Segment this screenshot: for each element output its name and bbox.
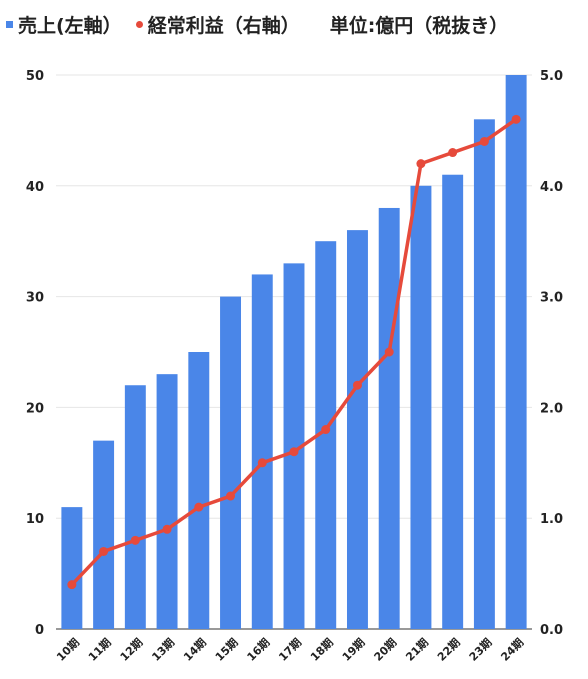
- y-left-tick: 50: [26, 69, 44, 84]
- point-10期: [67, 580, 77, 590]
- legend-bar-swatch: [6, 20, 13, 28]
- right-axis: 0.0 1.0 2.0 3.0 4.0 5.0: [540, 69, 563, 638]
- bar-20期: [378, 207, 400, 629]
- point-24期: [511, 114, 521, 124]
- legend-item-profit: 経常利益（右軸）: [135, 11, 300, 38]
- x-tick-label: 18期: [307, 635, 336, 664]
- point-18期: [321, 425, 331, 435]
- bar-12期: [124, 385, 146, 629]
- x-tick-label: 19期: [339, 635, 368, 664]
- bar-24期: [505, 75, 527, 629]
- y-left-tick: 20: [26, 401, 44, 416]
- x-tick-label: 11期: [85, 635, 114, 664]
- bar-18期: [315, 241, 337, 629]
- bar-14期: [188, 352, 210, 629]
- bar-21期: [410, 185, 432, 630]
- bar-17期: [283, 263, 305, 629]
- point-19期: [352, 380, 362, 390]
- x-tick-label: 17期: [276, 635, 305, 664]
- point-23期: [479, 136, 489, 146]
- bar-22期: [442, 174, 464, 629]
- x-tick-label: 14期: [180, 635, 209, 664]
- point-11期: [99, 546, 109, 556]
- y-left-tick: 30: [26, 291, 44, 306]
- bar-23期: [473, 119, 495, 629]
- x-tick-label: 10期: [53, 635, 82, 664]
- legend-line-swatch: [135, 20, 143, 28]
- x-axis: 10期 11期 12期 13期 14期 15期 16期 17期 18期 19期 20期 21期 22期 2…: [53, 635, 526, 664]
- point-20期: [384, 347, 394, 357]
- point-16期: [257, 458, 267, 468]
- y-left-tick: 40: [26, 180, 44, 195]
- bar-19期: [346, 230, 368, 629]
- x-tick-label: 13期: [149, 635, 178, 664]
- point-21期: [416, 159, 426, 169]
- legend-profit-label: 経常利益（右軸）: [147, 14, 300, 37]
- point-17期: [289, 447, 299, 457]
- y-left-tick: 10: [26, 512, 44, 527]
- legend-item-sales: 売上(左軸）: [6, 11, 122, 38]
- x-tick-label: 21期: [403, 635, 432, 664]
- y-right-tick: 4.0: [540, 180, 563, 195]
- x-tick-label: 16期: [244, 635, 273, 664]
- legend-sales-label: 売上(左軸）: [18, 14, 122, 37]
- y-right-tick: 3.0: [540, 291, 563, 306]
- point-12期: [130, 535, 140, 545]
- y-right-tick: 0.0: [540, 623, 563, 638]
- point-22期: [448, 148, 458, 158]
- x-tick-label: 15期: [212, 635, 241, 664]
- bar-15期: [220, 296, 242, 629]
- bar-11期: [93, 440, 115, 629]
- bar-series: [61, 75, 527, 630]
- point-15期: [226, 491, 236, 501]
- point-13期: [162, 524, 172, 534]
- x-tick-label: 23期: [466, 635, 495, 664]
- line-series: [67, 114, 521, 590]
- x-tick-label: 22期: [434, 635, 463, 664]
- unit-label: 単位:億円（税抜き）: [329, 14, 509, 37]
- y-right-tick: 2.0: [540, 401, 563, 416]
- y-left-tick: 0: [35, 623, 44, 638]
- bar-16期: [251, 274, 273, 629]
- chart-legend: 売上(左軸） 経常利益（右軸） 単位:億円（税抜き）: [6, 8, 508, 40]
- x-tick-label: 20期: [371, 635, 400, 664]
- y-right-tick: 5.0: [540, 69, 563, 84]
- left-axis: 0 10 20 30 40 50: [26, 69, 44, 638]
- x-tick-label: 24期: [498, 635, 527, 664]
- bar-10期: [61, 507, 83, 629]
- bar-13期: [156, 374, 178, 629]
- point-14期: [194, 502, 204, 512]
- x-tick-label: 12期: [117, 635, 146, 664]
- y-right-tick: 1.0: [540, 512, 563, 527]
